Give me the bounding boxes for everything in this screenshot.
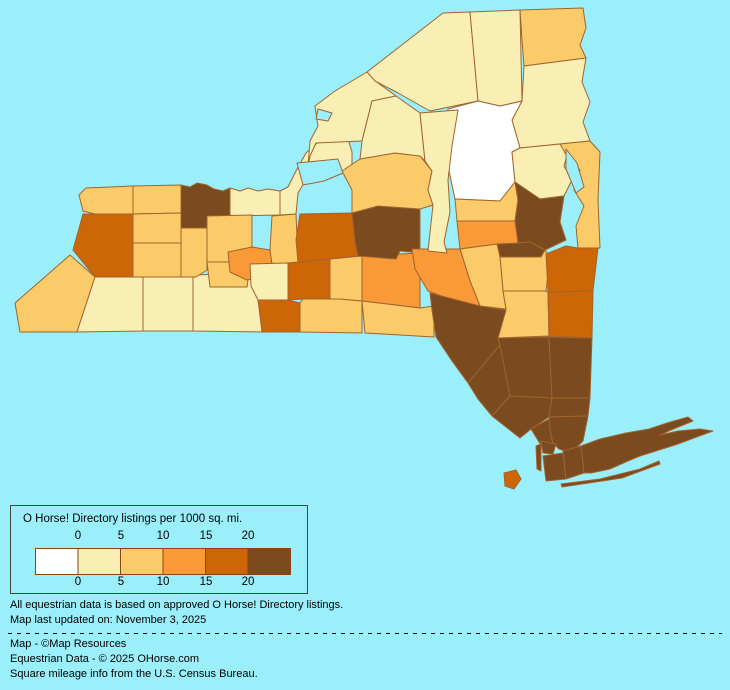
county-essex	[511, 57, 591, 149]
county-chemung	[257, 299, 301, 333]
lake-layer	[296, 108, 585, 194]
legend-tick: 10	[156, 576, 170, 588]
county-franklin	[469, 9, 523, 107]
legend-tick: 20	[241, 530, 255, 542]
legend-title: O Horse! Directory listings per 1000 sq.…	[23, 513, 243, 525]
county-livingston	[180, 227, 208, 278]
county-wayne	[229, 187, 281, 217]
henderson-bay	[315, 108, 333, 122]
legend-box: O Horse! Directory listings per 1000 sq.…	[10, 505, 308, 594]
county-orleans	[132, 184, 182, 215]
county-herkimer	[419, 109, 459, 254]
legend-color-ramp	[35, 548, 291, 575]
county-genesee	[132, 212, 182, 244]
credit-map: Map - ©Map Resources	[10, 638, 127, 650]
county-rensselaer	[545, 245, 599, 293]
county-onondaga	[295, 212, 359, 263]
county-staten-island	[503, 469, 522, 490]
long-island-barrier-beach	[560, 460, 661, 488]
legend-tick: 15	[199, 530, 213, 542]
county-cortland	[329, 255, 363, 302]
legend-tick: 5	[117, 530, 125, 542]
county-broome	[361, 300, 435, 338]
legend-tick: 10	[156, 530, 170, 542]
credit-equestrian-data: Equestrian Data - © 2025 OHorse.com	[10, 653, 200, 665]
county-oneida	[341, 152, 434, 214]
oneida-lake	[296, 158, 344, 186]
county-suffolk	[580, 416, 714, 474]
county-niagara	[78, 185, 134, 215]
legend-tick: 0	[74, 576, 82, 588]
legend-tick: 20	[241, 576, 255, 588]
legend-tick: 0	[74, 530, 82, 542]
county-putnam	[548, 397, 591, 418]
divider-dashed	[8, 633, 722, 634]
legend-swatch	[162, 548, 206, 575]
footnote-data-source: All equestrian data is based on approved…	[10, 599, 344, 611]
county-clinton	[519, 7, 587, 67]
county-tompkins	[287, 258, 331, 301]
county-brooklyn-queens	[542, 452, 567, 482]
footnote-last-updated: Map last updated on: November 3, 2025	[10, 614, 207, 626]
county-columbia	[547, 290, 594, 339]
legend-tick: 5	[117, 576, 125, 588]
county-greene	[497, 290, 550, 339]
legend-swatch	[247, 548, 291, 575]
county-schuyler	[249, 262, 289, 301]
county-madison	[351, 205, 421, 260]
county-montgomery	[456, 220, 519, 250]
lake-george	[565, 148, 585, 194]
county-chenango	[361, 252, 421, 309]
county-layer	[14, 7, 714, 490]
legend-swatch	[120, 548, 164, 575]
county-wyoming	[132, 242, 182, 278]
legend-tick: 15	[199, 576, 213, 588]
county-manhattan	[535, 443, 542, 472]
legend-swatch	[77, 548, 121, 575]
legend-swatch	[35, 548, 79, 575]
credit-square-mileage: Square mileage info from the U.S. Census…	[10, 668, 258, 680]
county-dutchess	[548, 336, 593, 399]
legend-swatch	[205, 548, 249, 575]
county-st-lawrence	[366, 11, 479, 112]
county-tioga	[299, 298, 363, 334]
county-nassau	[562, 445, 585, 480]
county-allegany	[142, 274, 194, 332]
